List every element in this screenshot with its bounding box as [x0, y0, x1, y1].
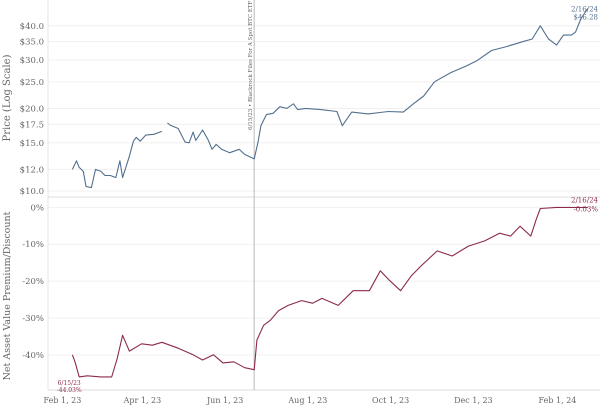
price-tick-label: $25.0 — [20, 78, 44, 88]
premium-min-date-label: 6/15/23 — [58, 380, 81, 387]
price-end-date-label: 2/16/24 — [571, 5, 599, 13]
x-tick-label: Dec 1, 23 — [454, 396, 493, 405]
premium-tick-label: -10% — [22, 240, 44, 250]
x-tick-label: Feb 1, 23 — [43, 396, 81, 405]
price-tick-label: $40.0 — [20, 22, 44, 32]
premium-min-value-label: -44.03% — [57, 387, 82, 394]
series-lines — [71, 8, 589, 378]
premium-axis-title: Net Asset Value Premium/Discount — [2, 211, 13, 380]
price-axis-title: Price (Log Scale) — [2, 54, 13, 141]
price-line — [71, 8, 589, 189]
premium-tick-label: -20% — [22, 277, 44, 287]
premium-line — [71, 206, 588, 378]
x-axis-ticks: Feb 1, 23 Apr 1, 23 Jun 1, 23 Aug 1, 23 Oct … — [43, 396, 576, 405]
price-tick-label: $35.0 — [20, 38, 44, 48]
x-tick-label: Apr 1, 23 — [123, 396, 162, 405]
x-tick-label: Aug 1, 23 — [287, 396, 327, 405]
x-tick-label: Oct 1, 23 — [372, 396, 409, 405]
x-tick-label: Feb 1, 24 — [539, 396, 577, 405]
price-end-value-label: $46.28 — [574, 13, 599, 21]
premium-tick-label: -40% — [22, 351, 44, 361]
premium-y-ticks: 0% -10% -20% -30% -40% — [22, 203, 44, 360]
price-tick-label: $15.0 — [20, 139, 44, 149]
price-tick-label: $17.5 — [20, 120, 44, 130]
gridlines — [48, 25, 600, 356]
premium-end-date-label: 2/16/24 — [571, 196, 599, 204]
price-tick-label: $12.0 — [20, 165, 44, 175]
price-tick-label: $20.0 — [20, 104, 44, 114]
event-annotation: 6/15/23 • Blackrock Files For A Spot BTC… — [248, 0, 254, 130]
premium-tick-label: 0% — [31, 203, 45, 213]
price-tick-label: $30.0 — [20, 56, 44, 66]
premium-tick-label: -30% — [22, 314, 44, 324]
premium-end-value-label: -0.03% — [573, 205, 598, 213]
price-y-ticks: $10.0 $12.0 $15.0 $17.5 $20.0 $25.0 $30.0 $35.0… — [20, 22, 44, 197]
x-tick-label: Jun 1, 23 — [206, 396, 243, 405]
price-tick-label: $10.0 — [20, 187, 44, 197]
